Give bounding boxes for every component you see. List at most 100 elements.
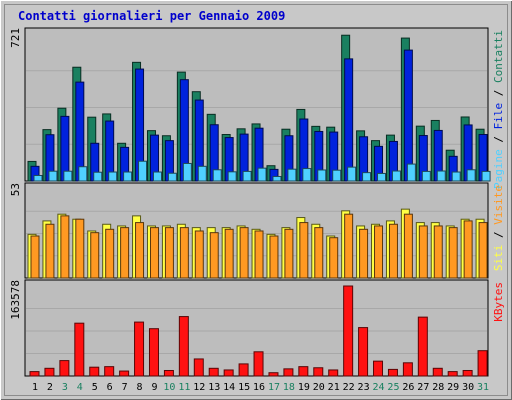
legend-item-pages: Pagine — [492, 149, 505, 189]
x-tick-label-day-11: 11 — [178, 382, 190, 393]
bar-pages-day-28 — [436, 170, 446, 182]
bar-visits-day-28 — [433, 225, 443, 279]
bar-visits-day-1 — [30, 235, 40, 279]
bar-kbytes-day-22 — [343, 285, 354, 377]
bar-pages-day-6 — [108, 171, 118, 182]
bar-kbytes-day-14 — [223, 369, 234, 377]
x-tick-label-day-27: 27 — [417, 382, 429, 393]
bar-pages-day-22 — [347, 166, 357, 182]
bar-visits-day-17 — [269, 235, 279, 279]
legend-item-hits: Contatti — [492, 30, 505, 83]
bar-visits-day-29 — [448, 227, 458, 279]
bar-pages-day-3 — [63, 170, 73, 182]
bar-pages-day-12 — [197, 165, 207, 182]
bar-pages-day-30 — [466, 169, 476, 182]
bar-kbytes-day-5 — [89, 366, 100, 377]
bar-kbytes-day-30 — [462, 369, 473, 377]
legend-separator: / — [492, 83, 505, 103]
bar-visits-day-7 — [120, 227, 130, 279]
x-tick-label-day-19: 19 — [298, 382, 310, 393]
bar-visits-day-24 — [374, 225, 384, 279]
bar-kbytes-day-25 — [387, 368, 398, 377]
x-tick-label-day-17: 17 — [268, 382, 280, 393]
bar-visits-day-5 — [90, 232, 100, 279]
bar-kbytes-day-2 — [44, 367, 55, 377]
bar-kbytes-day-20 — [313, 367, 324, 377]
bar-visits-day-25 — [388, 223, 398, 279]
bar-pages-day-1 — [33, 174, 43, 182]
x-tick-label-day-10: 10 — [163, 382, 175, 393]
x-tick-label-day-14: 14 — [223, 382, 235, 393]
bar-pages-day-20 — [317, 169, 327, 182]
x-tick-label-day-20: 20 — [313, 382, 325, 393]
x-tick-label-day-30: 30 — [462, 382, 474, 393]
bar-kbytes-day-9 — [148, 328, 159, 377]
bar-visits-day-20 — [314, 227, 324, 279]
bar-visits-day-3 — [60, 215, 70, 279]
x-tick-label-day-8: 8 — [137, 382, 143, 393]
bar-visits-day-21 — [329, 237, 339, 279]
x-tick-label-day-18: 18 — [283, 382, 295, 393]
legend-separator: / — [492, 225, 505, 245]
bar-visits-day-15 — [239, 227, 249, 279]
bar-pages-day-27 — [421, 170, 431, 182]
x-tick-label-day-2: 2 — [47, 382, 53, 393]
bar-kbytes-day-27 — [417, 316, 428, 377]
bar-kbytes-day-15 — [238, 363, 249, 377]
bar-pages-day-15 — [242, 170, 252, 182]
bar-visits-day-11 — [179, 227, 189, 279]
legend-separator: / — [492, 129, 505, 149]
bar-pages-day-14 — [227, 171, 237, 182]
x-tick-label-day-29: 29 — [447, 382, 459, 393]
bar-kbytes-day-6 — [104, 366, 115, 377]
bar-visits-day-12 — [194, 230, 204, 279]
bar-kbytes-day-28 — [432, 367, 443, 377]
bar-visits-day-30 — [463, 220, 473, 279]
legend-item-files: File — [492, 103, 505, 130]
y-axis-max-label: 721 — [9, 28, 22, 48]
x-tick-label-day-26: 26 — [402, 382, 414, 393]
bar-kbytes-day-23 — [358, 327, 369, 377]
bar-kbytes-day-29 — [447, 371, 458, 377]
bar-visits-day-4 — [75, 218, 85, 279]
bar-kbytes-day-11 — [178, 316, 189, 377]
bar-kbytes-day-1 — [29, 371, 40, 377]
legend-top: Pagine / File / Contatti — [492, 30, 505, 189]
chart-panels: 721 Pagine / File / Contatti 53 Siti / Visi… — [9, 27, 505, 377]
bar-pages-day-18 — [287, 168, 297, 182]
panel-middle: 53 Siti / Visite — [9, 182, 505, 279]
bar-pages-day-29 — [451, 171, 461, 182]
bar-pages-day-21 — [332, 169, 342, 182]
bar-visits-day-13 — [209, 232, 219, 279]
bar-kbytes-day-19 — [298, 366, 309, 377]
bar-pages-day-8 — [138, 160, 148, 182]
bar-visits-day-9 — [149, 227, 159, 279]
x-tick-label-day-22: 22 — [343, 382, 355, 393]
bar-visits-day-19 — [299, 222, 309, 279]
bar-pages-day-31 — [481, 170, 491, 182]
bar-pages-day-17 — [272, 176, 282, 182]
y-axis-max-label: 53 — [9, 183, 22, 196]
y-axis-max-label: 163578 — [9, 280, 22, 320]
bar-pages-day-24 — [377, 172, 387, 182]
x-tick-label-day-4: 4 — [77, 382, 83, 393]
legend-middle: Siti / Visite — [492, 185, 505, 271]
x-tick-label-day-7: 7 — [122, 382, 128, 393]
bar-kbytes-day-8 — [134, 321, 145, 377]
bar-pages-day-19 — [302, 168, 312, 182]
legend-item-kbytes: KBytes — [492, 282, 505, 322]
x-axis-day-labels: 1 2 3 4 5 6 7 8 9 10 11 12 13 14 15 16 17 18 19 20 21 22 23 24 2… — [32, 382, 489, 393]
bar-pages-day-23 — [362, 172, 372, 182]
bar-visits-day-22 — [344, 213, 354, 279]
bar-kbytes-day-12 — [193, 358, 204, 377]
bar-kbytes-day-10 — [163, 369, 174, 377]
legend-bottom: KBytes — [492, 282, 505, 322]
bar-kbytes-day-24 — [373, 360, 384, 377]
x-tick-label-day-21: 21 — [328, 382, 340, 393]
bar-pages-day-13 — [212, 169, 222, 182]
bar-visits-day-8 — [135, 222, 145, 279]
bar-pages-day-4 — [78, 166, 88, 182]
bar-kbytes-day-13 — [208, 367, 219, 377]
bar-kbytes-day-21 — [328, 369, 339, 377]
